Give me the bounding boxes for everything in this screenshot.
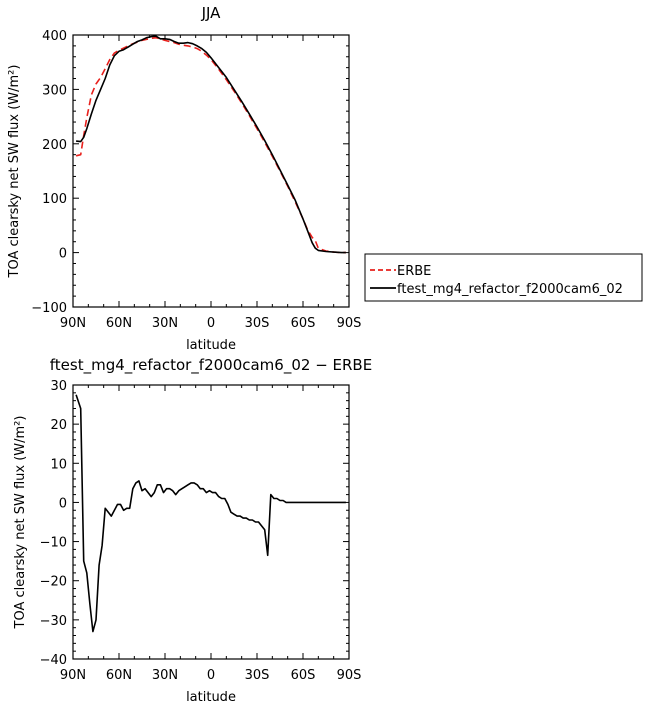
x-axis-label: latitude xyxy=(186,690,236,705)
x-tick-label: 60N xyxy=(106,668,132,683)
series-line-ftest-mg4-refactor-f2000cam6-02 xyxy=(76,35,346,254)
x-tick-label: 90N xyxy=(60,316,86,331)
y-tick-label: 400 xyxy=(42,29,67,44)
series-line-erbe xyxy=(75,36,346,254)
x-tick-label: 90S xyxy=(337,668,362,683)
legend-box xyxy=(364,253,643,302)
plot-frame xyxy=(72,34,350,308)
y-tick-label: 300 xyxy=(42,83,67,98)
legend: ERBE ftest_mg4_refactor_f2000cam6_02 xyxy=(364,253,643,302)
x-tick-label: 30S xyxy=(245,668,270,683)
y-tick-label: −40 xyxy=(40,653,67,668)
chart-title: JJA xyxy=(201,4,222,22)
x-axis-label: latitude xyxy=(186,338,236,353)
y-tick-label: −100 xyxy=(31,301,67,316)
y-tick-label: 10 xyxy=(50,457,67,472)
y-tick-label: −30 xyxy=(40,614,67,629)
series-line-difference xyxy=(75,394,346,633)
x-tick-label: 0 xyxy=(207,668,215,683)
x-tick-label: 60N xyxy=(106,316,132,331)
y-tick-label: 0 xyxy=(59,496,67,511)
x-tick-label: 60S xyxy=(291,316,316,331)
plot-frame xyxy=(72,384,350,660)
y-tick-label: 0 xyxy=(59,247,67,262)
y-tick-label: 200 xyxy=(42,138,67,153)
x-tick-label: 60S xyxy=(291,668,316,683)
x-tick-label: 30N xyxy=(152,668,178,683)
top-panel: JJA 90N 60N 30N 0 30S 60S 90S −100 0 100 200 300 400… xyxy=(7,4,643,353)
difference-chart-title: ftest_mg4_refactor_f2000cam6_02 − ERBE xyxy=(50,356,372,375)
y-tick-label: −20 xyxy=(40,575,67,590)
x-tick-label: 30N xyxy=(152,316,178,331)
x-tick-label: 90N xyxy=(60,668,86,683)
y-tick-label: 30 xyxy=(50,379,67,394)
x-tick-label: 90S xyxy=(337,316,362,331)
y-tick-label: 100 xyxy=(42,192,67,207)
y-tick-label: −10 xyxy=(40,536,67,551)
bottom-panel: ftest_mg4_refactor_f2000cam6_02 − ERBE 9… xyxy=(13,356,372,705)
y-axis-label: TOA clearsky net SW flux (W/m²) xyxy=(13,416,28,630)
x-tick-label: 30S xyxy=(245,316,270,331)
x-tick-label: 0 xyxy=(207,316,215,331)
legend-label-model: ftest_mg4_refactor_f2000cam6_02 xyxy=(397,282,623,297)
y-axis-label: TOA clearsky net SW flux (W/m²) xyxy=(7,65,22,279)
legend-label-erbe: ERBE xyxy=(397,264,431,279)
y-tick-label: 20 xyxy=(50,418,67,433)
